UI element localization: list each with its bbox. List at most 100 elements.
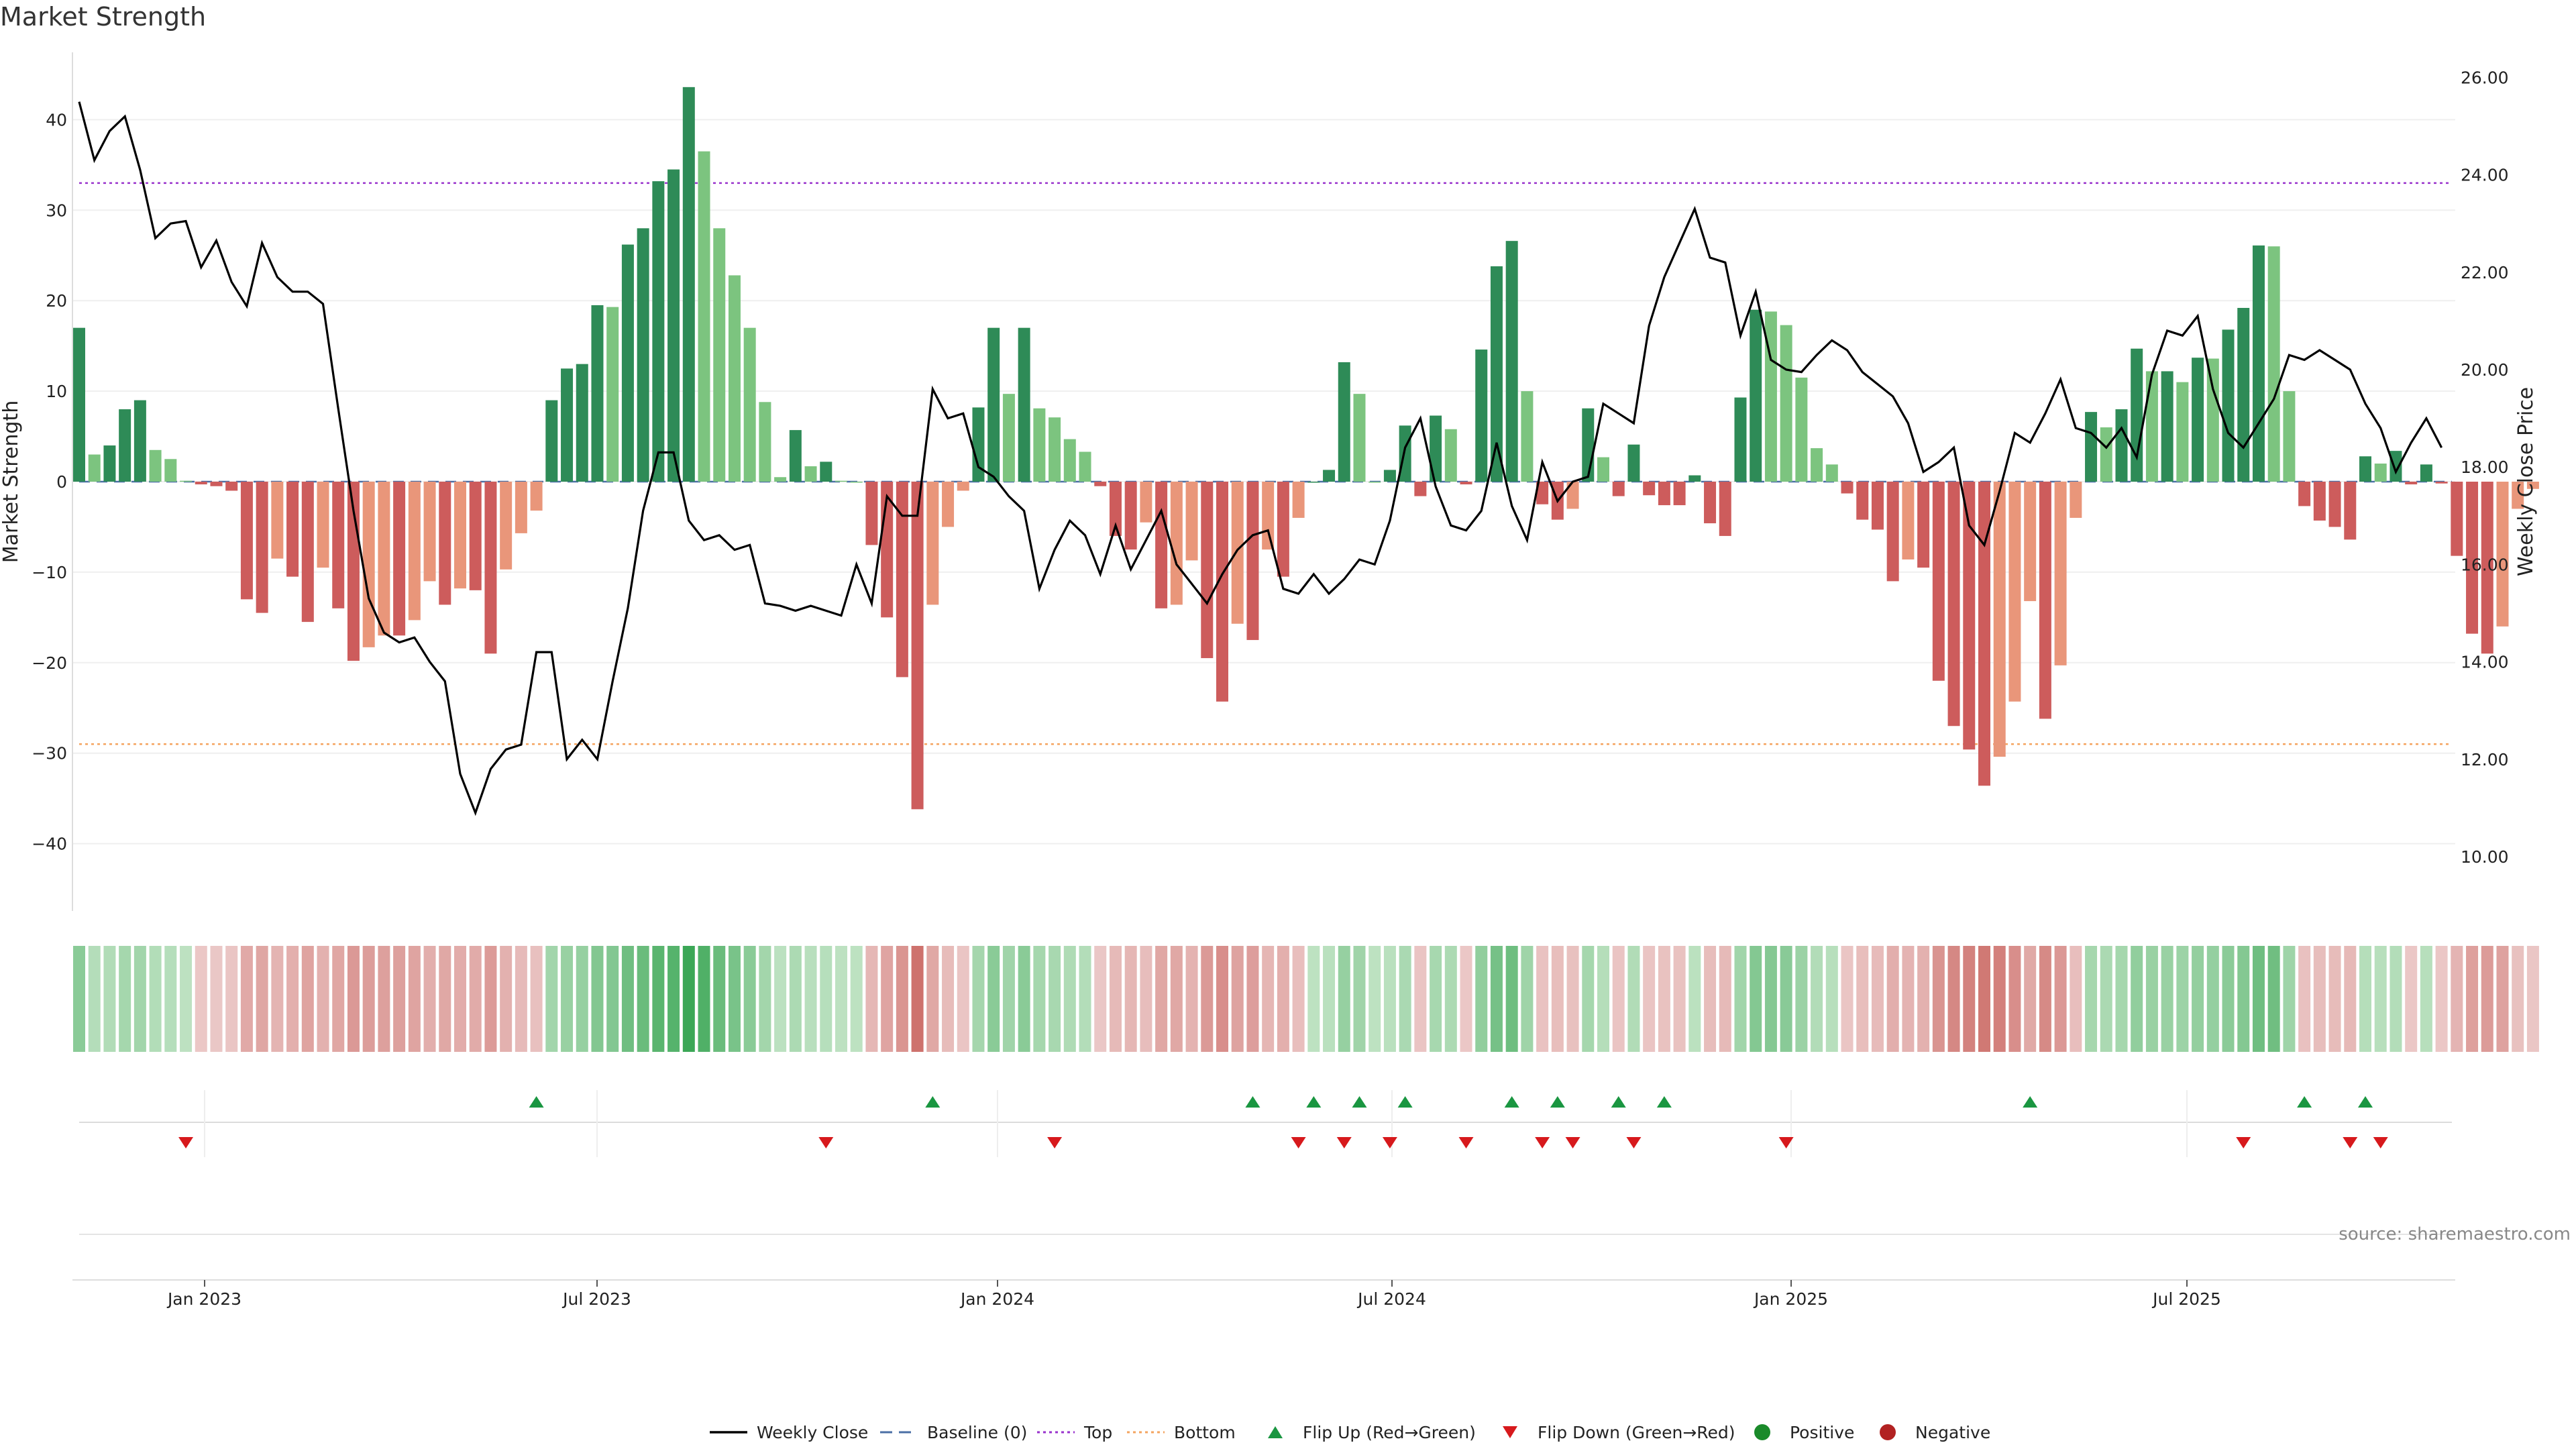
strength-bar bbox=[1932, 482, 1945, 681]
heat-cell bbox=[1612, 946, 1625, 1052]
heat-cell bbox=[2237, 946, 2250, 1052]
heat-cell bbox=[2466, 946, 2479, 1052]
heat-cell bbox=[576, 946, 588, 1052]
strength-bar bbox=[393, 482, 406, 636]
heat-cell bbox=[957, 946, 969, 1052]
strength-bar bbox=[561, 368, 574, 482]
left-tick-label: 30 bbox=[46, 201, 67, 220]
legend-label: Baseline (0) bbox=[927, 1423, 1027, 1442]
heat-cell bbox=[1947, 946, 1960, 1052]
right-tick-label: 10.00 bbox=[2461, 847, 2509, 867]
heat-cell bbox=[2298, 946, 2311, 1052]
heat-cell bbox=[621, 946, 634, 1052]
strength-bars bbox=[73, 87, 2539, 810]
heat-cell bbox=[2070, 946, 2082, 1052]
strength-bar bbox=[1490, 266, 1503, 482]
strength-bar bbox=[1825, 464, 1838, 482]
strength-bar bbox=[2008, 482, 2021, 702]
heat-cell bbox=[865, 946, 878, 1052]
legend-item: Flip Up (Red→Green) bbox=[1268, 1423, 1476, 1442]
left-tick-label: −20 bbox=[32, 653, 67, 673]
flip-down-marker bbox=[1336, 1137, 1352, 1148]
strength-bar bbox=[256, 482, 268, 613]
flip-down-marker bbox=[2373, 1137, 2388, 1148]
x-tick-label: Jan 2023 bbox=[166, 1289, 241, 1309]
heat-cell bbox=[1368, 946, 1381, 1052]
strength-bar bbox=[1750, 309, 1762, 482]
heat-cell bbox=[1277, 946, 1289, 1052]
right-tick-label: 22.00 bbox=[2461, 263, 2509, 282]
strength-bar bbox=[1292, 482, 1305, 518]
left-tick-label: 0 bbox=[56, 472, 67, 492]
flip-markers-panel bbox=[79, 1090, 2452, 1235]
strength-bar bbox=[1673, 482, 1686, 506]
right-tick-label: 18.00 bbox=[2461, 458, 2509, 477]
heat-cell bbox=[1155, 946, 1168, 1052]
heat-cell bbox=[530, 946, 543, 1052]
heat-cell bbox=[256, 946, 268, 1052]
left-tick-label: −10 bbox=[32, 563, 67, 582]
strength-bar bbox=[1444, 429, 1457, 482]
strength-bar bbox=[2206, 358, 2219, 482]
left-tick-label: −40 bbox=[32, 835, 67, 854]
strength-bar bbox=[896, 482, 908, 678]
legend-label: Positive bbox=[1790, 1423, 1854, 1442]
strength-bar bbox=[2222, 329, 2235, 482]
left-tick-label: 10 bbox=[46, 382, 67, 401]
heat-cell bbox=[1643, 946, 1656, 1052]
heat-cell bbox=[2374, 946, 2387, 1052]
heat-cell bbox=[804, 946, 817, 1052]
heat-cell bbox=[2100, 946, 2112, 1052]
strength-bar bbox=[1811, 448, 1823, 482]
heat-cell bbox=[103, 946, 116, 1052]
strength-bar bbox=[1079, 451, 1091, 482]
heat-cell bbox=[164, 946, 177, 1052]
heat-cell bbox=[500, 946, 513, 1052]
heat-cell bbox=[195, 946, 207, 1052]
heat-cell bbox=[1430, 946, 1442, 1052]
weekly-close-line bbox=[78, 101, 2443, 816]
strength-bar bbox=[1764, 311, 1777, 482]
strength-bar bbox=[408, 482, 421, 621]
strength-bar bbox=[1063, 439, 1076, 482]
strength-bar bbox=[2283, 391, 2296, 482]
strength-bar bbox=[164, 459, 177, 482]
heat-cell bbox=[728, 946, 741, 1052]
heat-cell bbox=[2283, 946, 2296, 1052]
strength-bar bbox=[1612, 482, 1625, 496]
heat-cell bbox=[713, 946, 726, 1052]
strength-bar bbox=[1582, 408, 1595, 482]
strength-bar bbox=[317, 482, 329, 568]
heat-cell bbox=[667, 946, 680, 1052]
heat-cell bbox=[1002, 946, 1015, 1052]
heat-cell bbox=[2267, 946, 2280, 1052]
strength-bar bbox=[2070, 482, 2082, 518]
strength-bar bbox=[2420, 464, 2432, 482]
strength-bar bbox=[2298, 482, 2311, 506]
heat-cell bbox=[454, 946, 466, 1052]
strength-bar bbox=[1643, 482, 1656, 496]
legend-label: Top bbox=[1083, 1423, 1112, 1442]
right-tick-label: 24.00 bbox=[2461, 166, 2509, 185]
heat-cell bbox=[2328, 946, 2341, 1052]
heat-cell bbox=[2313, 946, 2326, 1052]
strength-bar bbox=[271, 482, 284, 559]
heat-cell bbox=[1825, 946, 1838, 1052]
strength-bar bbox=[1505, 241, 1518, 482]
heat-cell bbox=[1323, 946, 1336, 1052]
strength-bar bbox=[2405, 482, 2418, 485]
heat-cell bbox=[469, 946, 482, 1052]
strength-bar bbox=[637, 228, 649, 482]
strength-bar bbox=[1383, 470, 1396, 482]
heat-cell bbox=[1978, 946, 1990, 1052]
heat-cell bbox=[119, 946, 131, 1052]
flip-up-marker bbox=[925, 1096, 941, 1108]
strength-bar bbox=[621, 244, 634, 482]
heat-cell bbox=[1124, 946, 1137, 1052]
heat-cell bbox=[759, 946, 771, 1052]
strength-bar bbox=[1963, 482, 1976, 750]
left-tick-label: 20 bbox=[46, 291, 67, 311]
strength-bar bbox=[1399, 425, 1411, 482]
heat-cell bbox=[1246, 946, 1259, 1052]
